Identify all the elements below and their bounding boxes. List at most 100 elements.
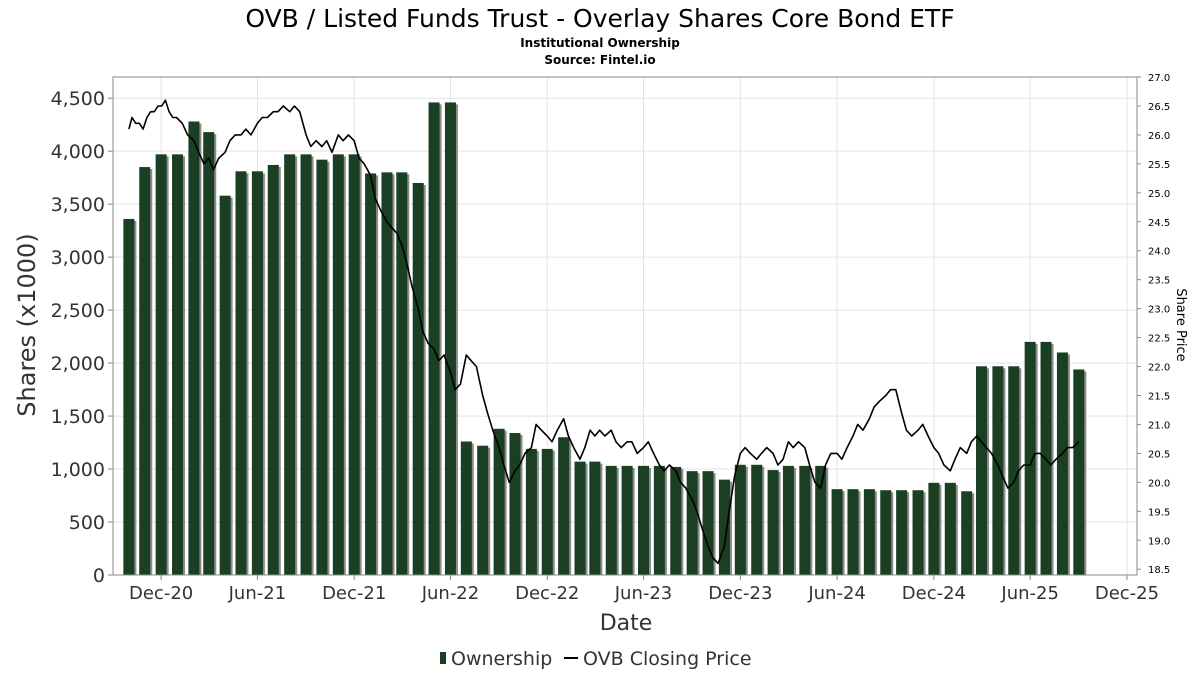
ownership-bar xyxy=(493,428,505,575)
y2-tick-label: 25.0 xyxy=(1148,189,1170,200)
y2-tick-label: 20.5 xyxy=(1148,449,1170,460)
y2-tick-label: 19.5 xyxy=(1148,507,1170,518)
ownership-bar xyxy=(574,461,586,575)
ownership-bar xyxy=(1008,366,1020,575)
ownership-bar xyxy=(880,490,892,575)
y-tick-label: 3,000 xyxy=(51,247,105,269)
ownership-bar xyxy=(686,471,698,575)
y2-tick-label: 21.0 xyxy=(1148,420,1170,431)
legend-ownership-swatch xyxy=(440,652,446,664)
ownership-bar xyxy=(396,172,408,576)
y2-tick-label: 19.0 xyxy=(1148,536,1170,547)
x-tick-label: Jun-21 xyxy=(228,583,287,604)
y2-tick-label: 21.5 xyxy=(1148,391,1170,402)
y2-tick-label: 23.0 xyxy=(1148,305,1170,316)
ownership-bar xyxy=(300,154,312,575)
x-tick-label: Jun-23 xyxy=(614,583,673,604)
ownership-bar xyxy=(235,171,247,575)
ownership-bar xyxy=(316,159,328,576)
ownership-bar xyxy=(767,470,779,575)
y2-tick-label: 23.5 xyxy=(1148,276,1170,287)
ownership-bar xyxy=(1056,352,1068,575)
x-axis: Dec-20 Jun-21 Dec-21 Jun-22 Dec-22 Jun-23 Dec-… xyxy=(129,575,1159,604)
y-axis-title: Shares (x1000) xyxy=(13,233,41,416)
x-tick-label: Jun-24 xyxy=(807,583,866,604)
ownership-bar xyxy=(139,167,151,575)
price-line xyxy=(128,99,1080,565)
y-axis-left: 0 500 1,000 1,500 2,000 2,500 3,000 3,500 4,000 4… xyxy=(51,77,114,587)
y-tick-label: 2,500 xyxy=(51,300,105,322)
x-tick-label: Jun-25 xyxy=(1000,583,1059,604)
y-tick-label: 500 xyxy=(69,512,105,534)
ownership-bar xyxy=(203,132,215,575)
x-tick-label: Dec-22 xyxy=(515,583,579,604)
price-line-group xyxy=(128,99,1080,565)
ownership-bar xyxy=(460,441,472,575)
ownership-bar xyxy=(444,102,456,576)
x-tick-label: Dec-23 xyxy=(708,583,772,604)
ownership-bar xyxy=(1024,341,1036,575)
ownership-bar xyxy=(188,121,200,575)
ownership-bar xyxy=(219,195,231,575)
ownership-bar xyxy=(558,437,570,575)
chart-subtitle: Institutional Ownership xyxy=(520,36,680,50)
ownership-bar xyxy=(1073,369,1085,575)
x-tick-label: Dec-21 xyxy=(322,583,386,604)
ownership-bar xyxy=(702,471,714,575)
legend-ownership-label: Ownership xyxy=(451,648,552,670)
y-tick-label: 4,000 xyxy=(51,141,105,163)
ownership-bar xyxy=(863,489,875,575)
ownership-bar xyxy=(718,479,730,575)
ownership-bar xyxy=(381,172,393,576)
ownership-bar xyxy=(621,465,633,575)
x-tick-label: Dec-25 xyxy=(1095,583,1159,604)
y2-tick-label: 27.0 xyxy=(1148,73,1170,84)
chart-source: Source: Fintel.io xyxy=(544,53,655,67)
ownership-bar xyxy=(975,366,987,575)
ownership-bar xyxy=(332,154,344,575)
ownership-bar xyxy=(799,465,811,575)
ownership-bar xyxy=(525,448,537,575)
y2-tick-label: 22.0 xyxy=(1148,363,1170,374)
ownership-bar xyxy=(284,154,296,575)
ownership-bar xyxy=(751,464,763,575)
ownership-bar xyxy=(670,466,682,575)
ownership-bar xyxy=(509,433,521,575)
ownership-bar xyxy=(944,482,956,575)
y2-tick-label: 18.5 xyxy=(1148,565,1170,576)
y-tick-label: 4,500 xyxy=(51,88,105,110)
y-tick-label: 2,000 xyxy=(51,353,105,375)
y2-tick-label: 20.0 xyxy=(1148,478,1170,489)
ownership-bar xyxy=(605,465,617,575)
ownership-bar xyxy=(365,173,377,576)
ownership-bar xyxy=(123,218,135,575)
y-tick-label: 1,500 xyxy=(51,406,105,428)
ownership-bar xyxy=(653,465,665,575)
ownership-bar xyxy=(912,490,924,575)
ownership-bar xyxy=(734,464,746,575)
ownership-bar xyxy=(847,489,859,575)
ownership-bar xyxy=(928,482,940,575)
y2-tick-label: 25.5 xyxy=(1148,160,1170,171)
ownership-bar xyxy=(477,445,489,575)
legend: Ownership OVB Closing Price xyxy=(440,648,752,670)
y2-tick-label: 22.5 xyxy=(1148,334,1170,345)
y2-tick-label: 26.0 xyxy=(1148,131,1170,142)
ownership-bar xyxy=(896,490,908,575)
ownership-bar xyxy=(782,465,794,575)
chart-title: OVB / Listed Funds Trust - Overlay Share… xyxy=(245,4,954,33)
x-tick-label: Dec-20 xyxy=(129,583,193,604)
ownership-bar xyxy=(155,154,167,575)
y2-tick-label: 24.0 xyxy=(1148,247,1170,258)
ownership-bar xyxy=(815,465,827,575)
x-tick-label: Jun-22 xyxy=(421,583,480,604)
y-tick-label: 0 xyxy=(93,565,105,587)
ownership-bar xyxy=(267,164,279,575)
ownership-bar xyxy=(541,448,553,575)
y-tick-label: 3,500 xyxy=(51,194,105,216)
ownership-bar xyxy=(961,491,973,575)
y2-axis-title: Share Price xyxy=(1173,288,1188,361)
y2-tick-label: 26.5 xyxy=(1148,102,1170,113)
